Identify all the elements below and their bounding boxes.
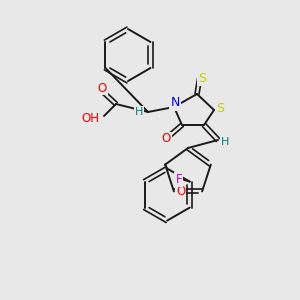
Text: S: S (216, 103, 224, 116)
Text: H: H (221, 137, 229, 147)
Text: OH: OH (81, 112, 99, 125)
Text: O: O (176, 185, 185, 198)
Text: S: S (198, 71, 206, 85)
Text: F: F (176, 173, 182, 186)
Text: H: H (135, 107, 143, 117)
Text: O: O (98, 82, 106, 94)
Text: O: O (161, 133, 171, 146)
Text: N: N (170, 97, 180, 110)
